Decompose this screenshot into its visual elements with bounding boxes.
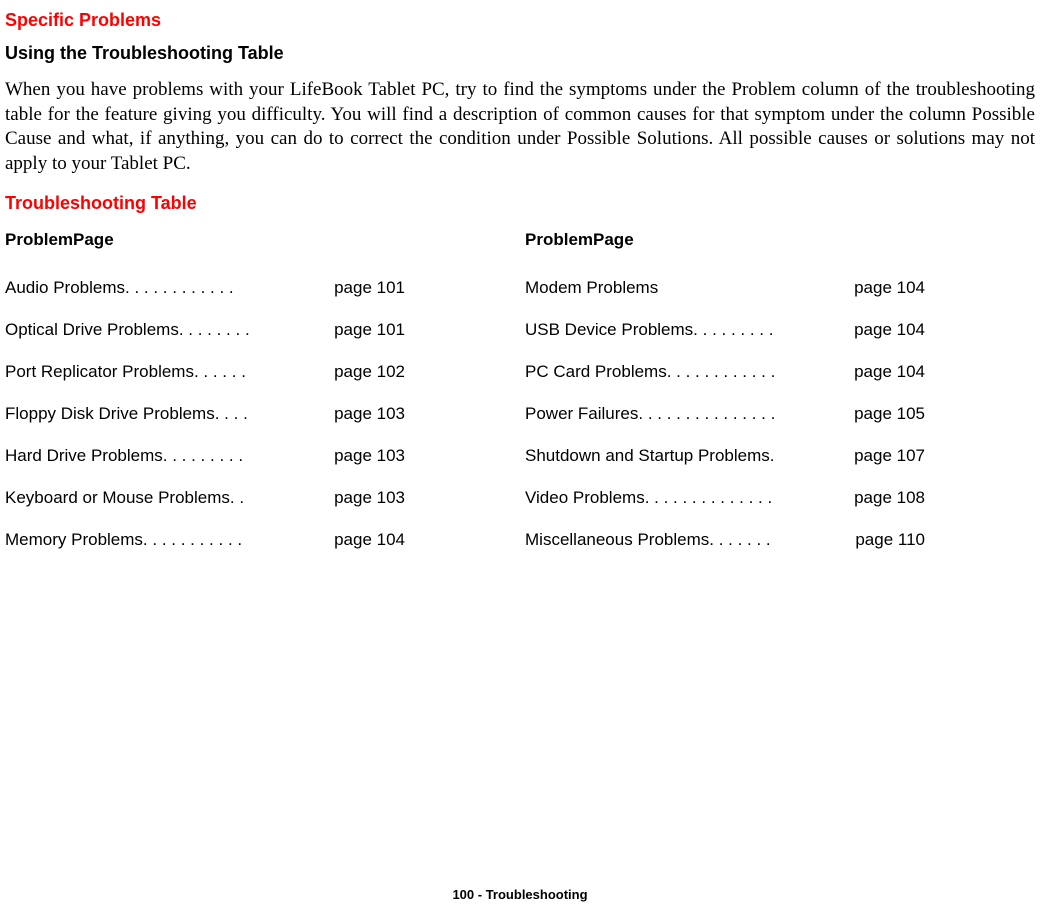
toc-page: page 103 — [334, 404, 405, 424]
toc-label: Miscellaneous Problems — [525, 530, 709, 550]
toc-dots: . . . . . . . . . . . . . . . — [638, 404, 854, 424]
toc-dots: . — [770, 446, 854, 466]
toc-page: page 107 — [854, 446, 925, 466]
heading-using-table: Using the Troubleshooting Table — [5, 43, 1035, 64]
toc-page: page 104 — [854, 278, 925, 298]
toc-page: page 104 — [854, 320, 925, 340]
toc-entry: Floppy Disk Drive Problems . . . . page … — [5, 404, 405, 424]
footer-page-number: 100 — [452, 887, 474, 902]
toc-entry: Hard Drive Problems . . . . . . . . . pa… — [5, 446, 405, 466]
toc-dots — [658, 278, 854, 298]
toc-page: page 104 — [854, 362, 925, 382]
toc-entry: USB Device Problems . . . . . . . . . pa… — [525, 320, 925, 340]
toc-label: Video Problems — [525, 488, 645, 508]
toc-page: page 101 — [334, 278, 405, 298]
toc-entry: Audio Problems . . . . . . . . . . . . p… — [5, 278, 405, 298]
toc-label: Memory Problems — [5, 530, 143, 550]
toc-entry: PC Card Problems . . . . . . . . . . . .… — [525, 362, 925, 382]
toc-entry: Shutdown and Startup Problems . page 107 — [525, 446, 925, 466]
toc-column-right: ProblemPage Modem Problems page 104 USB … — [525, 230, 1040, 572]
toc-dots: . . . . . . . . — [179, 320, 334, 340]
column-header-right: ProblemPage — [525, 230, 1040, 250]
column-header-left: ProblemPage — [5, 230, 485, 250]
toc-dots: . . — [230, 488, 334, 508]
toc-label: PC Card Problems — [525, 362, 667, 382]
toc-page: page 102 — [334, 362, 405, 382]
toc-label: Optical Drive Problems — [5, 320, 179, 340]
toc-page: page 104 — [334, 530, 405, 550]
toc-entry: Video Problems . . . . . . . . . . . . .… — [525, 488, 925, 508]
toc-label: Power Failures — [525, 404, 638, 424]
toc-page: page 101 — [334, 320, 405, 340]
toc-label: USB Device Problems — [525, 320, 693, 340]
toc-label: Hard Drive Problems — [5, 446, 163, 466]
toc-dots: . . . . . . — [194, 362, 334, 382]
toc-page: page 105 — [854, 404, 925, 424]
document-page: Specific Problems Using the Troubleshoot… — [0, 0, 1040, 572]
intro-paragraph: When you have problems with your LifeBoo… — [5, 78, 1035, 177]
toc-dots: . . . . . . . . . — [163, 446, 334, 466]
toc-entry: Modem Problems page 104 — [525, 278, 925, 298]
toc-entry: Miscellaneous Problems . . . . . . . pag… — [525, 530, 925, 550]
footer-section: - Troubleshooting — [474, 887, 587, 902]
toc-page: page 108 — [854, 488, 925, 508]
toc-entry: Optical Drive Problems . . . . . . . . p… — [5, 320, 405, 340]
toc-label: Port Replicator Problems — [5, 362, 194, 382]
toc-dots: . . . . . . . . . . . . . . — [645, 488, 854, 508]
heading-troubleshooting-table: Troubleshooting Table — [5, 193, 1035, 214]
page-footer: 100 - Troubleshooting — [0, 887, 1040, 902]
toc-dots: . . . . . . . . . . . . — [667, 362, 854, 382]
toc-dots: . . . . — [215, 404, 334, 424]
toc-dots: . . . . . . . . . . . — [143, 530, 334, 550]
toc-entry: Port Replicator Problems . . . . . . pag… — [5, 362, 405, 382]
toc-entry: Keyboard or Mouse Problems . . page 103 — [5, 488, 405, 508]
toc-entry: Memory Problems . . . . . . . . . . . pa… — [5, 530, 405, 550]
toc-page: page 103 — [334, 446, 405, 466]
toc-dots: . . . . . . . . . — [693, 320, 854, 340]
toc-page: page 103 — [334, 488, 405, 508]
toc-label: Floppy Disk Drive Problems — [5, 404, 215, 424]
toc-columns: ProblemPage Audio Problems . . . . . . .… — [5, 230, 1035, 572]
toc-page: page 110 — [855, 530, 925, 550]
toc-label: Keyboard or Mouse Problems — [5, 488, 230, 508]
toc-dots: . . . . . . . — [709, 530, 855, 550]
toc-label: Shutdown and Startup Problems — [525, 446, 770, 466]
toc-column-left: ProblemPage Audio Problems . . . . . . .… — [5, 230, 525, 572]
toc-entry: Power Failures . . . . . . . . . . . . .… — [525, 404, 925, 424]
heading-specific-problems: Specific Problems — [5, 10, 1035, 31]
toc-label: Audio Problems — [5, 278, 125, 298]
toc-dots: . . . . . . . . . . . . — [125, 278, 334, 298]
toc-label: Modem Problems — [525, 278, 658, 298]
